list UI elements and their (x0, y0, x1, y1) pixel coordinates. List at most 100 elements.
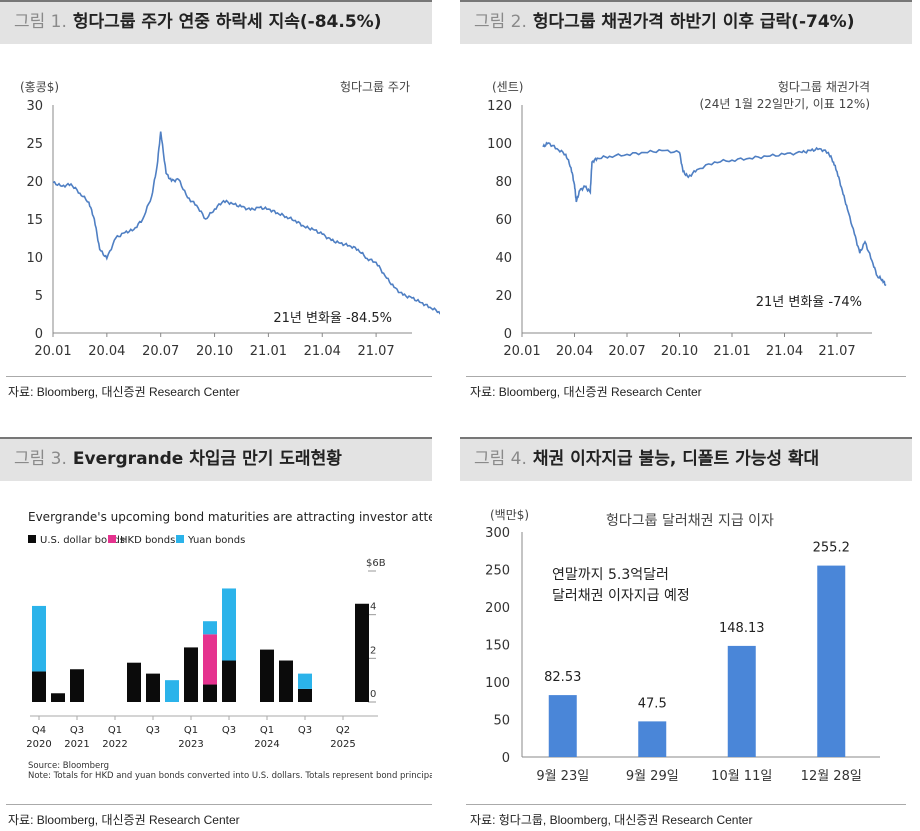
y-axis-label: (백만$) (490, 508, 529, 522)
figure-4-source: 자료: 헝다그룹, Bloomberg, 대신증권 Research Cente… (470, 813, 753, 827)
figure-2-source: 자료: Bloomberg, 대신증권 Research Center (470, 385, 702, 399)
figure-1-number: 그림 1. (14, 12, 67, 32)
y-tick-label: 80 (495, 175, 512, 190)
figure-3-chart: Evergrande's upcoming bond maturities ar… (26, 510, 432, 781)
y-tick-label: 300 (485, 526, 510, 541)
x-tick-label: 20.04 (556, 344, 593, 359)
bar (548, 695, 577, 757)
bar (727, 645, 756, 757)
bar-usd (32, 671, 46, 702)
legend-label: HKD bonds (120, 535, 175, 546)
y-tick-label: 0 (370, 689, 376, 700)
x-tick-year: 2022 (102, 739, 127, 750)
series-line (542, 141, 887, 287)
y-tick-label: 120 (487, 99, 512, 114)
figure-1-header: 그림 1. 헝다그룹 주가 연중 하락세 지속(-84.5%) (0, 0, 432, 44)
chart-note: Note: Totals for HKD and yuan bonds conv… (28, 771, 432, 781)
legend-label: Yuan bonds (187, 535, 245, 546)
x-tick-label: 9월 29일 (626, 769, 679, 784)
figure-4: 그림 4. 채권 이자지급 불능, 디폴트 가능성 확대 0 50 100 150 200… (460, 437, 912, 831)
figure-3-number: 그림 3. (14, 449, 67, 469)
chart-title: 헝다그룹 달러채권 지급 이자 (606, 513, 774, 529)
figure-4-rule (466, 804, 906, 805)
x-tick-label: Q2 (336, 725, 350, 736)
y-tick-label: 2 (370, 645, 376, 656)
legend-label: 헝다그룹 채권가격 (778, 80, 870, 94)
x-tick-label: Q1 (184, 725, 198, 736)
x-tick-label: 9월 23일 (536, 769, 589, 784)
x-tick-label: 10월 11일 (711, 769, 772, 784)
figure-4-number: 그림 4. (474, 449, 527, 469)
y-tick-label: 10 (26, 251, 43, 266)
y-axis-label: (센트) (492, 80, 523, 94)
x-tick-year: 2024 (254, 739, 279, 750)
bar (638, 721, 667, 757)
x-tick-label: 20.10 (661, 344, 698, 359)
x-tick-label: Q4 (32, 725, 46, 736)
bar-usd (222, 660, 236, 702)
legend-label-sub: (24년 1월 22일만기, 이표 12%) (699, 97, 870, 111)
figure-1-source: 자료: Bloomberg, 대신증권 Research Center (8, 385, 240, 399)
bar-usd (279, 660, 293, 702)
chart-title: Evergrande's upcoming bond maturities ar… (28, 510, 432, 524)
legend-swatch (108, 535, 116, 543)
annotation-line-1: 연말까지 5.3억달러 (552, 567, 669, 583)
x-tick-label: 20.01 (34, 344, 71, 359)
bar-value-label: 82.53 (544, 670, 581, 685)
chart-source-note: Source: Bloomberg (28, 761, 109, 771)
y-axis-label: (홍콩$) (20, 80, 59, 94)
figure-2-title: 헝다그룹 채권가격 하반기 이후 급락(-74%) (532, 12, 855, 32)
legend-label: 헝다그룹 주가 (340, 80, 410, 94)
x-tick-label: 21.04 (304, 344, 341, 359)
bar-usd (146, 673, 160, 702)
x-tick-label: 20.04 (88, 344, 125, 359)
bar-value-label: 47.5 (638, 696, 667, 711)
bar-hkd (203, 634, 217, 685)
x-tick-label: 21.07 (818, 344, 855, 359)
figure-4-chart: 0 50 100 150 200 250 300 (백만$) 헝다그룹 달러채권 지급 이자연말… (485, 508, 880, 784)
y-tick-label: 5 (35, 289, 43, 304)
x-tick-label: Q3 (70, 725, 84, 736)
figure-3-header: 그림 3. Evergrande 차입금 만기 도래현황 (0, 437, 432, 481)
y-tick-label: 40 (495, 251, 512, 266)
y-tick-label: 4 (370, 602, 376, 613)
x-tick-label: Q1 (108, 725, 122, 736)
y-tick-label: 60 (495, 213, 512, 228)
bar-usd (298, 688, 312, 702)
y-tick-label: 25 (26, 137, 43, 152)
x-tick-year: 2025 (330, 739, 355, 750)
x-tick-year: 2021 (64, 739, 89, 750)
x-tick-label: 21.04 (766, 344, 803, 359)
figure-4-header: 그림 4. 채권 이자지급 불능, 디폴트 가능성 확대 (460, 437, 912, 481)
figure-1-chart: 0 5 10 15 20 25 30 20.01 20.04 20.07 20.10 21.01 21.… (20, 80, 440, 359)
figure-1-rule (6, 376, 432, 377)
bar-usd (51, 693, 65, 702)
figure-3-rule (6, 804, 432, 805)
bar-usd (70, 669, 84, 702)
bar-usd (260, 649, 274, 702)
figure-3: 그림 3. Evergrande 차입금 만기 도래현황 Evergrande's… (0, 437, 440, 831)
x-tick-label: Q3 (298, 725, 312, 736)
bar-yuan (32, 605, 46, 672)
x-tick-label: Q1 (260, 725, 274, 736)
legend-label: U.S. dollar bonds (40, 535, 125, 546)
figure-4-title: 채권 이자지급 불능, 디폴트 가능성 확대 (532, 449, 820, 469)
y-tick-label: 200 (485, 601, 510, 616)
x-tick-label: 20.10 (196, 344, 233, 359)
figure-2-rule (466, 376, 906, 377)
bar-yuan (165, 680, 179, 702)
figure-3-title: Evergrande 차입금 만기 도래현황 (72, 449, 342, 469)
figure-2: 그림 2. 헝다그룹 채권가격 하반기 이후 급락(-74%) 0 20 40 60 80… (460, 0, 912, 410)
figure-2-number: 그림 2. (474, 12, 527, 32)
y-tick-label: 100 (485, 676, 510, 691)
figure-2-chart: 0 20 40 60 80 100 120 20.01 20.04 20.07 20.10 21.01… (487, 80, 887, 359)
y-tick-label: 30 (26, 99, 43, 114)
bar-usd (184, 647, 198, 702)
bar-usd (127, 662, 141, 702)
y-tick-label: 0 (35, 327, 43, 342)
bar-yuan (298, 673, 312, 689)
bar-yuan (222, 588, 236, 661)
x-tick-label: Q3 (146, 725, 160, 736)
y-tick-label: $6B (366, 558, 386, 569)
figure-1-title: 헝다그룹 주가 연중 하락세 지속(-84.5%) (72, 12, 382, 32)
